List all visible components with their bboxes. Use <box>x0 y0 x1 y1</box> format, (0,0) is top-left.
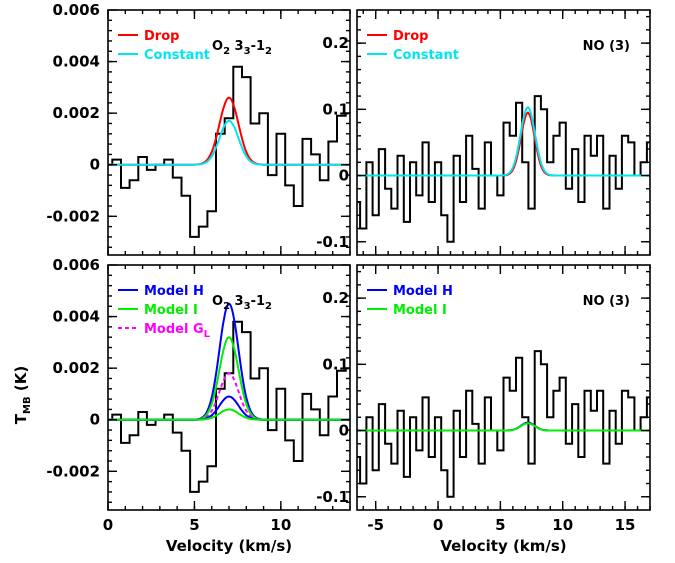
series-constant <box>108 119 350 166</box>
y-tick-label: 0.004 <box>53 308 100 326</box>
panel-annotation: O2 33-12 <box>212 39 272 57</box>
y-tick-label: 0 <box>90 411 100 429</box>
plot-area <box>108 65 350 238</box>
plot-area <box>108 302 350 493</box>
series-model-i <box>357 422 650 432</box>
legend-label: Constant <box>144 48 210 63</box>
legend-label: Model H <box>144 284 204 299</box>
y-tick-label: -0.1 <box>316 233 349 251</box>
chart-panel-top-right: -0.1 0 0.1 0.2 NO (3) Drop Constant <box>316 9 651 256</box>
x-tick-label: 5 <box>495 516 505 534</box>
x-tick-label: -5 <box>367 516 384 534</box>
x-tick-label: 15 <box>615 516 636 534</box>
panel-annotation: O2 33-12 <box>212 294 272 312</box>
series-constant <box>357 106 650 177</box>
series-observed-spectrum <box>108 65 350 238</box>
series-observed-spectrum <box>357 95 650 243</box>
legend-label: Model I <box>144 303 198 318</box>
x-tick-label: 10 <box>270 516 291 534</box>
legend-label: Model H <box>393 284 453 299</box>
series-model-4 <box>108 395 350 421</box>
y-tick-label: 0.1 <box>322 355 349 373</box>
plot-area <box>357 95 650 243</box>
y-tick-label: 0.002 <box>53 359 100 377</box>
chart-panel-bottom-right: -0.1 0 0.1 0.2 -5 0 5 10 15 Velocity (km/s) NO (3)… <box>316 264 651 555</box>
x-axis-label: Velocity (km/s) <box>166 537 292 555</box>
panel-annotation: NO (3) <box>583 294 630 309</box>
y-tick-label: 0.002 <box>53 104 100 122</box>
y-tick-label: 0.004 <box>53 53 100 71</box>
x-tick-label: 0 <box>103 516 113 534</box>
legend-label: Constant <box>393 48 459 63</box>
chart-panel-top-left: -0.002 0 0.002 0.004 0.006 O2 33-12 Drop Consta… <box>46 1 351 256</box>
plot-area <box>357 350 650 498</box>
y-tick-label: 0.2 <box>322 34 349 52</box>
series-model-i <box>108 336 350 421</box>
legend-label: Model GL <box>144 322 211 340</box>
y-tick-label: 0.006 <box>53 256 100 274</box>
y-tick-label: 0.2 <box>322 289 349 307</box>
series-model-5 <box>108 408 350 421</box>
y-tick-label: 0 <box>90 156 100 174</box>
plot-frame <box>356 264 651 511</box>
x-tick-label: 0 <box>433 516 443 534</box>
x-tick-label: 5 <box>189 516 199 534</box>
x-tick-label: 10 <box>552 516 573 534</box>
panel-annotation: NO (3) <box>583 39 630 54</box>
y-tick-label: -0.002 <box>46 207 100 225</box>
plot-frame <box>356 9 651 256</box>
legend-label: Drop <box>144 29 179 44</box>
legend-label: Model I <box>393 303 447 318</box>
x-axis-label: Velocity (km/s) <box>440 537 566 555</box>
series-observed-spectrum <box>108 320 350 493</box>
y-axis-label: TMB (K) <box>12 366 33 424</box>
y-tick-label: 0 <box>339 422 349 440</box>
y-tick-label: 0.1 <box>322 100 349 118</box>
series-observed-spectrum <box>357 350 650 498</box>
legend-label: Drop <box>393 29 428 44</box>
y-tick-label: 0.006 <box>53 1 100 19</box>
y-tick-label: -0.1 <box>316 488 349 506</box>
y-tick-label: 0 <box>339 167 349 185</box>
y-tick-label: -0.002 <box>46 462 100 480</box>
chart-panel-bottom-left: -0.002 0 0.002 0.004 0.006 0 5 10 Velocity (km/s… <box>46 256 351 555</box>
series-model-g-l <box>108 372 350 421</box>
